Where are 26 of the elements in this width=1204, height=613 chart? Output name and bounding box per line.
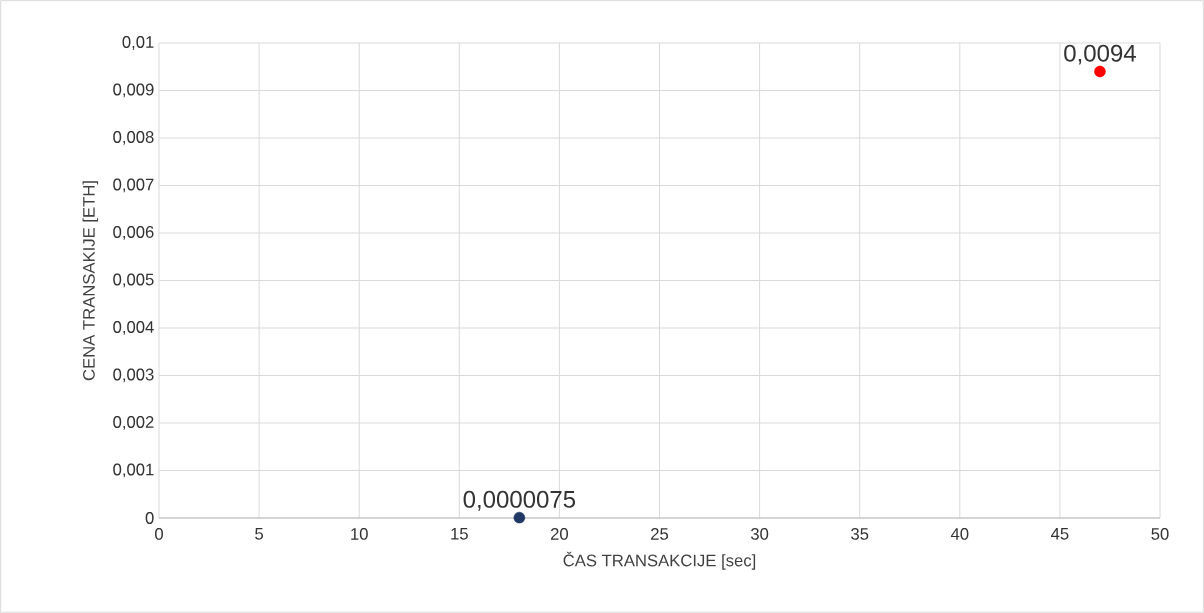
x-tick-label: 20 (550, 528, 569, 540)
y-tick-label: 0,007 (113, 178, 154, 193)
y-tick-label: 0,01 (122, 36, 154, 50)
x-tick-label: 30 (750, 528, 769, 540)
data-label: 0,0000075 (463, 490, 576, 511)
y-tick-label: 0,004 (113, 321, 154, 335)
y-tick-label: 0,009 (113, 83, 154, 98)
x-tick-label: 35 (851, 528, 869, 540)
x-tick-label: 45 (1051, 528, 1069, 540)
x-tick-label: 40 (950, 528, 969, 540)
y-tick-label: 0,003 (113, 368, 154, 383)
x-tick-label: 25 (651, 528, 669, 540)
x-tick-label: 15 (451, 528, 468, 540)
data-label: 0,0094 (1064, 44, 1136, 65)
y-axis-title: CENA TRANSAKIJE [ETH] (82, 181, 99, 381)
y-tick-label: 0,005 (113, 273, 154, 288)
y-tick-label: 0 (145, 512, 154, 524)
y-tick-label: 0,006 (113, 226, 154, 240)
y-tick-label: 0,001 (113, 463, 154, 478)
x-tick-label: 10 (351, 528, 368, 540)
x-axis-title: ČAS TRANSAKCIJE [sec] (563, 551, 756, 570)
x-tick-label: 0 (155, 528, 163, 540)
y-tick-label: 0,008 (113, 131, 154, 145)
y-tick-label: 0,002 (113, 416, 154, 430)
x-tick-label: 5 (255, 528, 264, 540)
x-tick-label: 50 (1151, 528, 1169, 540)
